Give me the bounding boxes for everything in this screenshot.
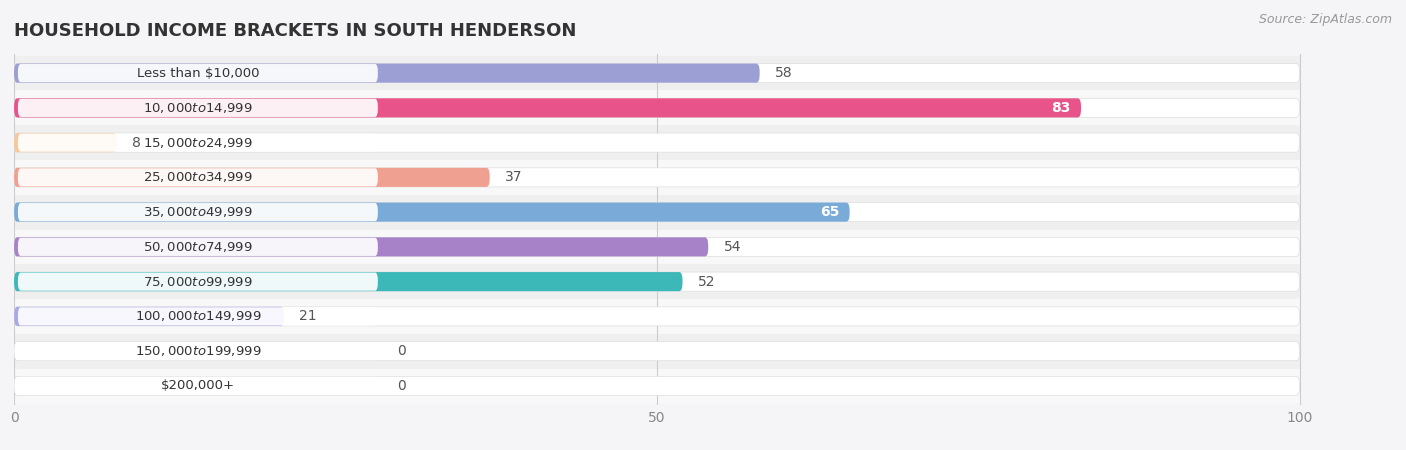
FancyBboxPatch shape <box>18 273 378 291</box>
FancyBboxPatch shape <box>18 64 378 82</box>
Text: $35,000 to $49,999: $35,000 to $49,999 <box>143 205 253 219</box>
Text: 0: 0 <box>396 379 406 393</box>
FancyBboxPatch shape <box>18 377 378 395</box>
FancyBboxPatch shape <box>14 342 1299 361</box>
Text: 65: 65 <box>820 205 839 219</box>
Text: $25,000 to $34,999: $25,000 to $34,999 <box>143 171 253 184</box>
FancyBboxPatch shape <box>14 299 1299 334</box>
FancyBboxPatch shape <box>14 195 1299 230</box>
Text: $150,000 to $199,999: $150,000 to $199,999 <box>135 344 262 358</box>
Text: Source: ZipAtlas.com: Source: ZipAtlas.com <box>1258 14 1392 27</box>
Text: $200,000+: $200,000+ <box>160 379 235 392</box>
Text: HOUSEHOLD INCOME BRACKETS IN SOUTH HENDERSON: HOUSEHOLD INCOME BRACKETS IN SOUTH HENDE… <box>14 22 576 40</box>
FancyBboxPatch shape <box>14 98 1081 117</box>
FancyBboxPatch shape <box>14 230 1299 264</box>
Text: $50,000 to $74,999: $50,000 to $74,999 <box>143 240 253 254</box>
FancyBboxPatch shape <box>14 56 1299 90</box>
Text: 52: 52 <box>697 274 716 288</box>
FancyBboxPatch shape <box>14 307 1299 326</box>
FancyBboxPatch shape <box>18 307 378 325</box>
Text: 54: 54 <box>724 240 741 254</box>
Text: 21: 21 <box>299 310 318 324</box>
FancyBboxPatch shape <box>14 264 1299 299</box>
FancyBboxPatch shape <box>18 99 378 117</box>
FancyBboxPatch shape <box>14 90 1299 125</box>
FancyBboxPatch shape <box>14 202 849 222</box>
FancyBboxPatch shape <box>14 168 1299 187</box>
Text: $15,000 to $24,999: $15,000 to $24,999 <box>143 135 253 149</box>
FancyBboxPatch shape <box>14 125 1299 160</box>
FancyBboxPatch shape <box>14 369 1299 403</box>
Text: 58: 58 <box>775 66 793 80</box>
FancyBboxPatch shape <box>18 168 378 186</box>
FancyBboxPatch shape <box>14 334 1299 369</box>
Text: 8: 8 <box>132 135 141 149</box>
Text: Less than $10,000: Less than $10,000 <box>136 67 259 80</box>
Text: $10,000 to $14,999: $10,000 to $14,999 <box>143 101 253 115</box>
FancyBboxPatch shape <box>14 98 1299 117</box>
Text: 37: 37 <box>505 171 523 184</box>
FancyBboxPatch shape <box>14 63 1299 83</box>
Text: 0: 0 <box>396 344 406 358</box>
FancyBboxPatch shape <box>14 237 1299 256</box>
FancyBboxPatch shape <box>14 63 759 83</box>
FancyBboxPatch shape <box>18 238 378 256</box>
FancyBboxPatch shape <box>14 202 1299 222</box>
FancyBboxPatch shape <box>14 272 1299 291</box>
FancyBboxPatch shape <box>14 376 1299 396</box>
FancyBboxPatch shape <box>14 160 1299 195</box>
FancyBboxPatch shape <box>14 133 1299 152</box>
FancyBboxPatch shape <box>14 307 284 326</box>
Text: $100,000 to $149,999: $100,000 to $149,999 <box>135 310 262 324</box>
Text: 83: 83 <box>1052 101 1071 115</box>
FancyBboxPatch shape <box>14 272 682 291</box>
FancyBboxPatch shape <box>18 203 378 221</box>
FancyBboxPatch shape <box>14 237 709 256</box>
FancyBboxPatch shape <box>18 342 378 360</box>
FancyBboxPatch shape <box>14 168 489 187</box>
Text: $75,000 to $99,999: $75,000 to $99,999 <box>143 274 253 288</box>
FancyBboxPatch shape <box>18 134 378 152</box>
FancyBboxPatch shape <box>14 133 117 152</box>
